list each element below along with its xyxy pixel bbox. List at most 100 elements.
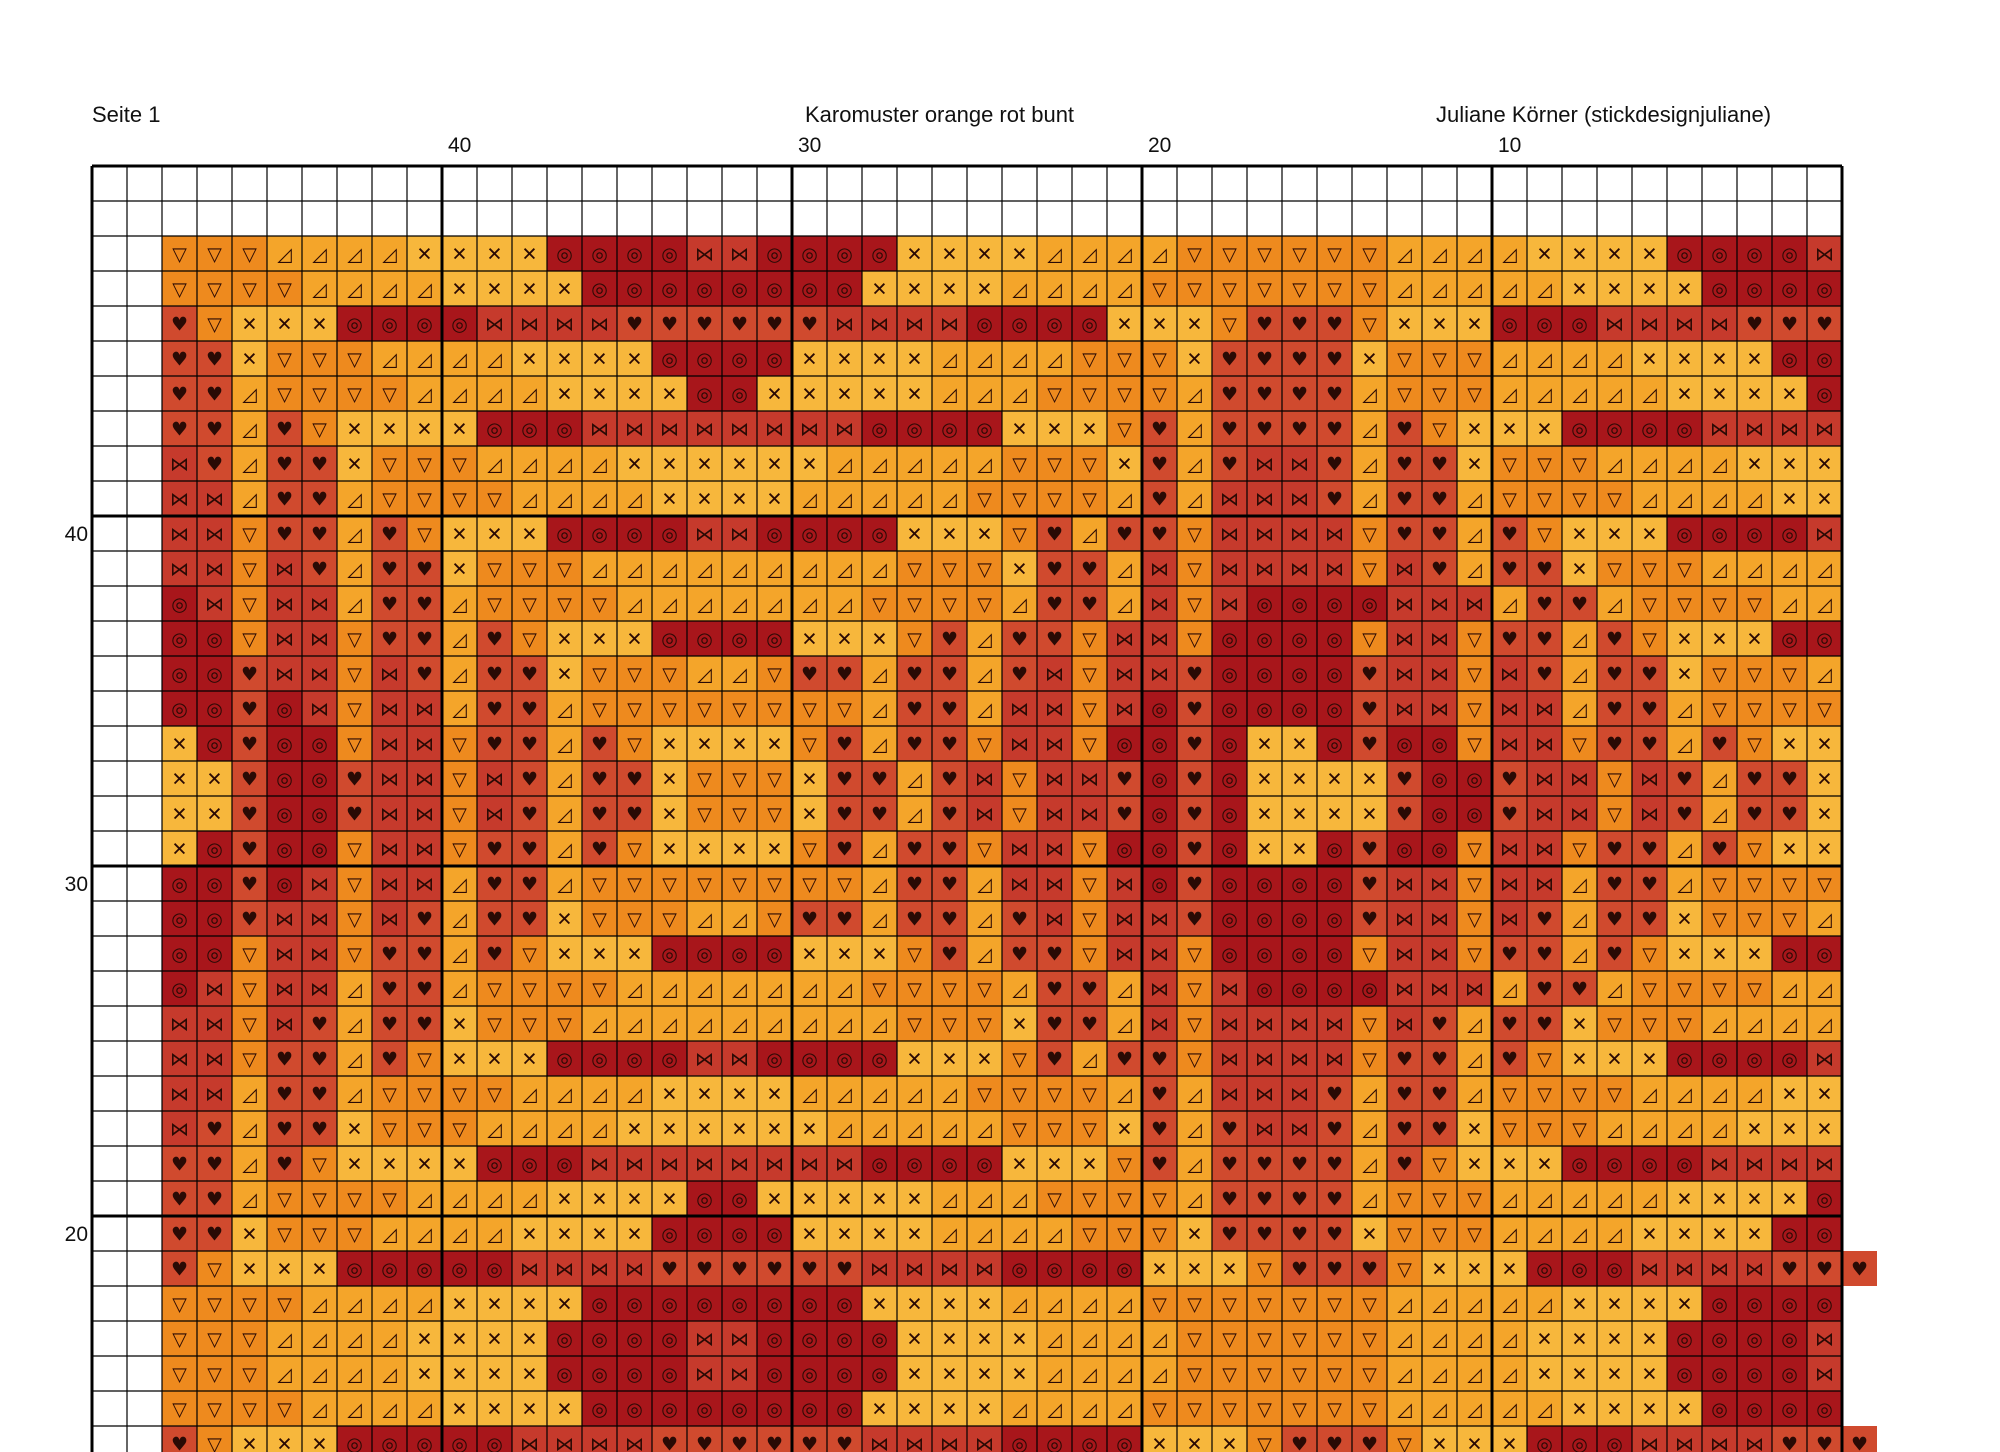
stitch-cell [1037, 481, 1072, 516]
stitch-cell [1142, 236, 1177, 271]
stitch-symbol: ◿ [1572, 664, 1587, 686]
stitch-symbol: ◿ [522, 454, 537, 476]
stitch-symbol: ♥ [1606, 839, 1623, 861]
stitch-symbol: ◎ [801, 1364, 818, 1386]
stitch-symbol: ◿ [1047, 1329, 1062, 1351]
stitch-symbol: ♥ [1291, 1189, 1308, 1211]
stitch-symbol: ✕ [1712, 349, 1728, 371]
stitch-symbol: ♥ [1326, 384, 1343, 406]
stitch-symbol: ◿ [1607, 349, 1622, 371]
stitch-symbol: ◿ [242, 1084, 257, 1106]
stitch-symbol: ◎ [1781, 1049, 1798, 1071]
stitch-symbol: ◿ [382, 279, 397, 301]
stitch-symbol: ♥ [1396, 1084, 1413, 1106]
stitch-symbol: ◿ [242, 384, 257, 406]
stitch-symbol: ✕ [1572, 559, 1588, 581]
stitch-symbol: ◎ [451, 1434, 468, 1452]
stitch-symbol: ▽ [1432, 1189, 1447, 1211]
stitch-cell [1002, 306, 1037, 341]
stitch-symbol: ▽ [1152, 1399, 1167, 1421]
stitch-symbol: ◎ [416, 1434, 433, 1452]
stitch-symbol: ⋈ [1640, 1259, 1659, 1281]
stitch-cell [1562, 411, 1597, 446]
stitch-symbol: ◿ [837, 454, 852, 476]
stitch-symbol: ▽ [1362, 629, 1377, 651]
stitch-cell [722, 481, 757, 516]
stitch-symbol: ⋈ [975, 769, 994, 791]
stitch-symbol: ◿ [1397, 244, 1412, 266]
stitch-symbol: ◿ [732, 594, 747, 616]
stitch-symbol: ◎ [171, 979, 188, 1001]
stitch-symbol: ✕ [627, 384, 643, 406]
stitch-cell [1352, 411, 1387, 446]
stitch-symbol: ✕ [662, 1119, 678, 1141]
stitch-symbol: ▽ [312, 1224, 327, 1246]
stitch-symbol: ♥ [731, 314, 748, 336]
stitch-symbol: ▽ [487, 1014, 502, 1036]
stitch-symbol: ◿ [1047, 244, 1062, 266]
stitch-symbol: ♥ [1396, 1154, 1413, 1176]
stitch-symbol: ◎ [1046, 1259, 1063, 1281]
stitch-symbol: ◎ [1676, 1329, 1693, 1351]
stitch-symbol: ✕ [1677, 279, 1693, 301]
stitch-symbol: ♥ [1326, 1189, 1343, 1211]
stitch-cell [967, 341, 1002, 376]
stitch-symbol: ◿ [557, 804, 572, 826]
stitch-cell [1632, 236, 1667, 271]
stitch-symbol: ♥ [1536, 909, 1553, 931]
stitch-symbol: ♥ [1116, 769, 1133, 791]
column-number: 20 [1148, 134, 1171, 157]
stitch-symbol: ♥ [381, 594, 398, 616]
stitch-symbol: ▽ [1047, 454, 1062, 476]
stitch-symbol: ♥ [801, 1259, 818, 1281]
stitch-symbol: ♥ [311, 1014, 328, 1036]
stitch-cell [1667, 411, 1702, 446]
stitch-symbol: ♥ [276, 1049, 293, 1071]
stitch-symbol: ◿ [1502, 384, 1517, 406]
stitch-symbol: ♥ [1606, 874, 1623, 896]
stitch-symbol: ◎ [556, 419, 573, 441]
stitch-symbol: ⋈ [1570, 769, 1589, 791]
stitch-cell [1632, 481, 1667, 516]
stitch-symbol: ◿ [732, 909, 747, 931]
stitch-symbol: ◿ [1467, 1364, 1482, 1386]
stitch-symbol: ⋈ [1115, 909, 1134, 931]
stitch-cell [1702, 271, 1737, 306]
stitch-symbol: ▽ [207, 1434, 222, 1452]
stitch-symbol: ▽ [942, 594, 957, 616]
stitch-cell [1037, 341, 1072, 376]
stitch-symbol: ◎ [1606, 1154, 1623, 1176]
stitch-symbol: ✕ [1817, 1084, 1833, 1106]
stitch-cell [547, 376, 582, 411]
stitch-symbol: ⋈ [1325, 1049, 1344, 1071]
stitch-cell [1002, 236, 1037, 271]
stitch-symbol: ✕ [1642, 1399, 1658, 1421]
stitch-cell [1107, 446, 1142, 481]
stitch-symbol: ◿ [872, 559, 887, 581]
stitch-symbol: ⋈ [1815, 524, 1834, 546]
stitch-cell [1492, 446, 1527, 481]
stitch-symbol: ♥ [1326, 489, 1343, 511]
stitch-symbol: ◎ [766, 349, 783, 371]
stitch-symbol: ▽ [347, 664, 362, 686]
stitch-symbol: ◿ [1152, 1364, 1167, 1386]
stitch-cell [1142, 481, 1177, 516]
stitch-symbol: ✕ [837, 1224, 853, 1246]
stitch-symbol: ◎ [1396, 734, 1413, 756]
stitch-symbol: ◎ [1326, 979, 1343, 1001]
stitch-symbol: ✕ [1782, 1189, 1798, 1211]
stitch-symbol: ✕ [1747, 944, 1763, 966]
stitch-symbol: ◿ [592, 489, 607, 511]
stitch-symbol: ✕ [1432, 1259, 1448, 1281]
stitch-symbol: ⋈ [1535, 874, 1554, 896]
stitch-symbol: ⋈ [1255, 489, 1274, 511]
stitch-symbol: ◿ [872, 1119, 887, 1141]
stitch-symbol: ✕ [1222, 1259, 1238, 1281]
stitch-symbol: ✕ [277, 314, 293, 336]
stitch-symbol: ⋈ [1395, 874, 1414, 896]
stitch-symbol: ▽ [627, 839, 642, 861]
stitch-cell [232, 516, 267, 551]
stitch-symbol: ◿ [592, 559, 607, 581]
stitch-symbol: ◎ [661, 629, 678, 651]
stitch-symbol: ◿ [452, 909, 467, 931]
